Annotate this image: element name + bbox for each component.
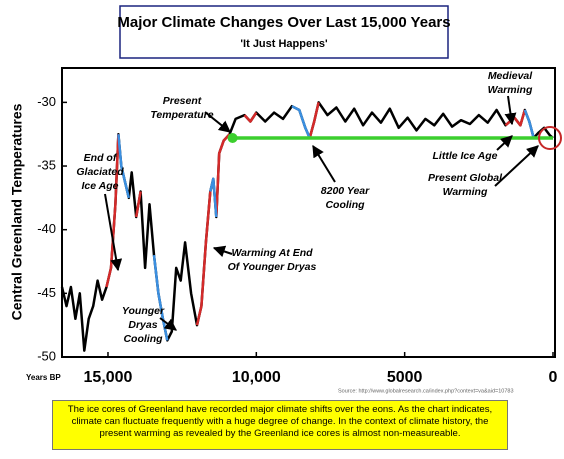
reference-dot [227,133,238,144]
arrow [212,245,233,258]
annotation-text: Cooling [325,199,365,211]
arrow [496,135,513,151]
y-axis-label: Central Greenland Temperatures [9,103,25,320]
arrow [159,317,177,331]
x-tick-label: 0 [549,369,558,386]
arrow [104,193,123,272]
annotation: Little Ice Age [433,150,498,162]
y-tick-label: -50 [37,348,56,363]
y-tick-label: -35 [37,157,56,172]
annotation: End of Glaciated Ice Age [76,152,124,192]
arrow [494,145,539,187]
annotation-text: Ice Age [82,180,119,192]
chart-subtitle: 'It Just Happens' [240,38,328,50]
annotation-text: Cooling [123,333,163,345]
footnote: The ice cores of Greenland have recorded… [52,400,508,450]
annotation: Present Temperature [150,95,213,121]
annotation-text: Warming [488,84,533,96]
annotation-text: Warming At End [231,247,313,259]
source: Source: http://www.globalresearch.ca/ind… [338,388,514,394]
x-tick-label: 5000 [387,369,423,386]
annotation-text: Present [163,95,202,107]
y-tick-label: -30 [37,94,56,109]
annotation-text: Dryas [128,319,157,331]
annotation-text: Warming [443,186,488,198]
x-axis-label: Years BP [26,373,61,382]
annotation-text: Temperature [150,109,213,121]
annotation: Medieval Warming [488,70,534,96]
annotation-text: End of [84,152,118,164]
series-line [105,102,527,326]
annotation-text: Little Ice Age [433,150,498,162]
annotation: Younger Dryas Cooling [122,305,165,345]
arrow [504,95,517,126]
y-tick-label: -45 [37,285,56,300]
annotation: Warming At End Of Younger Dryas [228,247,317,273]
annotation-text: Medieval [488,70,533,82]
annotation-text: Younger [122,305,165,317]
annotation-text: 8200 Year [321,185,370,197]
annotation: Present Global Warming [428,172,503,198]
annotation-text: Of Younger Dryas [228,261,317,273]
chart: Major Climate Changes Over Last 15,000 Y… [9,5,562,394]
y-tick-label: -40 [37,221,56,236]
arrow [312,144,336,183]
arrow [204,111,231,133]
series-line [117,105,535,341]
annotation: 8200 Year Cooling [321,185,370,211]
highlight-circle [538,126,562,151]
x-tick-label: 15,000 [84,369,133,386]
title-box [119,5,449,59]
annotation-text: Glaciated [76,166,124,178]
annotation-text: Present Global [428,172,503,184]
plot-frame [61,67,556,358]
chart-title: Major Climate Changes Over Last 15,000 Y… [117,14,450,31]
x-tick-label: 10,000 [232,369,281,386]
